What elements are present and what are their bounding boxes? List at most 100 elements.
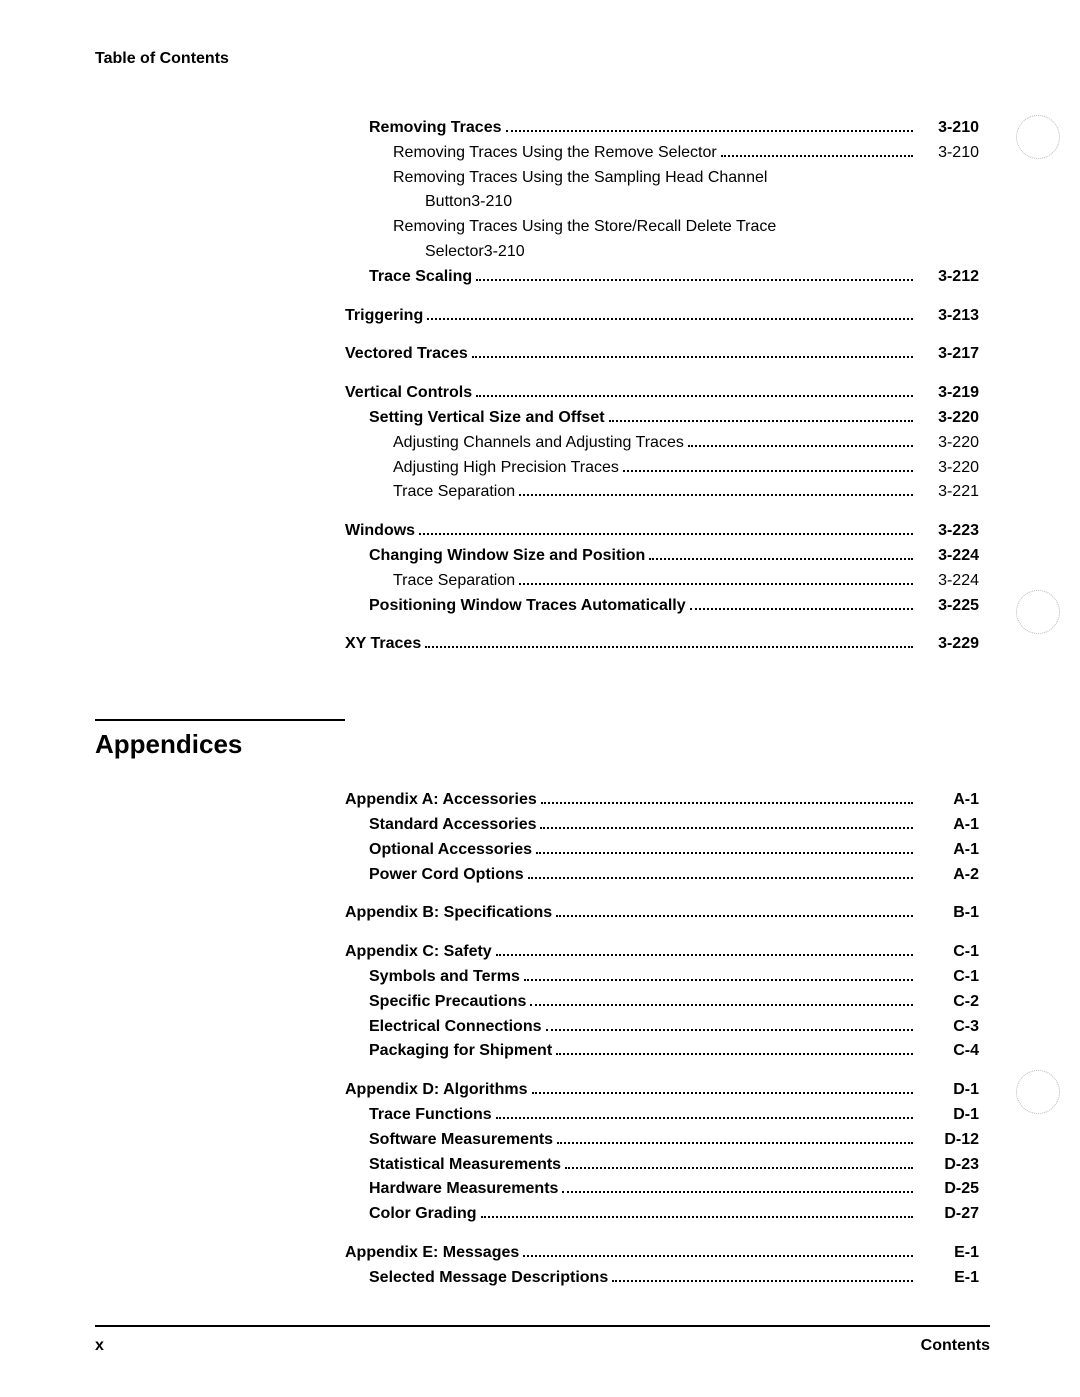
toc-entry: Standard AccessoriesA-1 [345, 813, 979, 838]
toc-entry-label: Specific Precautions [369, 990, 526, 1015]
leader-dots [556, 915, 913, 917]
toc-entry-continuation: Button3-210 [345, 190, 979, 215]
leader-dots [612, 1280, 913, 1282]
toc-entry-page: 3-210 [919, 141, 979, 166]
toc-entry: Vectored Traces3-217 [345, 342, 979, 367]
toc-entry-label: Vertical Controls [345, 381, 472, 406]
toc-entry-label: XY Traces [345, 632, 421, 657]
toc-entry: Selected Message Descriptions E-1 [345, 1266, 979, 1291]
leader-dots [546, 1029, 914, 1031]
toc-entry-page: D-12 [919, 1128, 979, 1153]
toc-entry-label: Symbols and Terms [369, 965, 520, 990]
toc-entry-label: Statistical Measurements [369, 1153, 561, 1178]
page: Table of Contents Removing Traces3-210Re… [0, 0, 1080, 1397]
toc-entry-label: Setting Vertical Size and Offset [369, 406, 605, 431]
toc-entry-label: Windows [345, 519, 415, 544]
toc-entry-label: Electrical Connections [369, 1015, 542, 1040]
toc-entry: Trace Separation3-224 [345, 569, 979, 594]
toc-entry-page: 3-213 [919, 304, 979, 329]
leader-dots [425, 646, 913, 648]
toc-entry-page: 3-220 [919, 406, 979, 431]
toc-entry-page: D-25 [919, 1177, 979, 1202]
toc-entry-page: B-1 [919, 901, 979, 926]
section-divider [95, 719, 345, 721]
toc-entry: XY Traces3-229 [345, 632, 979, 657]
toc-section-2: Appendix A: AccessoriesA-1Standard Acces… [345, 788, 979, 1290]
toc-entry-page: C-4 [919, 1039, 979, 1064]
toc-entry-page: 3-219 [919, 381, 979, 406]
toc-entry-page: A-1 [919, 838, 979, 863]
toc-entry-page: 3-220 [919, 456, 979, 481]
toc-entry: Windows 3-223 [345, 519, 979, 544]
toc-entry-page: E-1 [919, 1266, 979, 1291]
toc-entry-page: A-2 [919, 863, 979, 888]
toc-entry: Trace Scaling 3-212 [345, 265, 979, 290]
toc-entry-label: Trace Functions [369, 1103, 492, 1128]
leader-dots [562, 1191, 913, 1193]
toc-entry: Hardware MeasurementsD-25 [345, 1177, 979, 1202]
toc-entry-label: Standard Accessories [369, 813, 536, 838]
leader-dots [476, 279, 913, 281]
toc-entry-label: Removing Traces Using the Remove Selecto… [393, 141, 717, 166]
toc-entry: Removing Traces Using the Remove Selecto… [345, 141, 979, 166]
leader-dots [541, 802, 913, 804]
toc-entry-page: 3-224 [919, 569, 979, 594]
toc-entry: Specific PrecautionsC-2 [345, 990, 979, 1015]
leader-dots [496, 954, 913, 956]
toc-entry-label: Trace Separation [393, 480, 515, 505]
toc-entry-label: Trace Scaling [369, 265, 472, 290]
toc-entry: Removing Traces3-210 [345, 116, 979, 141]
leader-dots [609, 420, 913, 422]
toc-entry: Adjusting Channels and Adjusting Traces3… [345, 431, 979, 456]
toc-entry: Software Measurements D-12 [345, 1128, 979, 1153]
toc-entry-page: E-1 [919, 1241, 979, 1266]
toc-entry: Power Cord OptionsA-2 [345, 863, 979, 888]
toc-entry-label: Button [425, 190, 471, 215]
toc-entry: Removing Traces Using the Store/Recall D… [345, 215, 979, 265]
toc-section-1: Removing Traces3-210Removing Traces Usin… [345, 116, 979, 657]
toc-entry-page: C-3 [919, 1015, 979, 1040]
toc-entry-label: Positioning Window Traces Automatically [369, 594, 686, 619]
toc-entry: Adjusting High Precision Traces3-220 [345, 456, 979, 481]
toc-entry-page: D-1 [919, 1103, 979, 1128]
toc-entry-page: 3-210 [919, 116, 979, 141]
toc-entry: Appendix A: AccessoriesA-1 [345, 788, 979, 813]
leader-dots [472, 356, 913, 358]
footer-rule [95, 1325, 990, 1327]
toc-entry: Packaging for Shipment C-4 [345, 1039, 979, 1064]
toc-entry-page: 3-221 [919, 480, 979, 505]
leader-dots [565, 1167, 913, 1169]
toc-entry-page: C-1 [919, 965, 979, 990]
toc-entry: Removing Traces Using the Sampling Head … [345, 166, 979, 216]
appendices-title: Appendices [95, 729, 990, 760]
punch-hole-icon [1016, 115, 1060, 159]
toc-entry-page: 3-217 [919, 342, 979, 367]
toc-entry-page: 3-223 [919, 519, 979, 544]
leader-dots [419, 533, 913, 535]
leader-dots [519, 583, 913, 585]
toc-entry-page: 3-225 [919, 594, 979, 619]
leader-dots [721, 155, 913, 157]
footer-page-number: x [95, 1337, 104, 1355]
toc-entry-label: Selected Message Descriptions [369, 1266, 608, 1291]
toc-entry-label: Packaging for Shipment [369, 1039, 552, 1064]
leader-dots [690, 608, 913, 610]
leader-dots [532, 1092, 913, 1094]
leader-dots [536, 852, 913, 854]
toc-entry: Appendix D: AlgorithmsD-1 [345, 1078, 979, 1103]
toc-entry: Positioning Window Traces Automatically 3… [345, 594, 979, 619]
toc-entry: Appendix C: SafetyC-1 [345, 940, 979, 965]
toc-entry-label: Optional Accessories [369, 838, 532, 863]
toc-entry-label: Software Measurements [369, 1128, 553, 1153]
punch-hole-icon [1016, 1070, 1060, 1114]
toc-entry-label: Appendix D: Algorithms [345, 1078, 528, 1103]
toc-entry-page: D-23 [919, 1153, 979, 1178]
toc-entry: Trace Separation 3-221 [345, 480, 979, 505]
leader-dots [623, 470, 913, 472]
toc-entry: Trace Functions D-1 [345, 1103, 979, 1128]
leader-dots [519, 494, 913, 496]
toc-entry-page: C-1 [919, 940, 979, 965]
toc-entry-page: 3-212 [919, 265, 979, 290]
leader-dots [427, 318, 913, 320]
toc-entry: Optional Accessories A-1 [345, 838, 979, 863]
